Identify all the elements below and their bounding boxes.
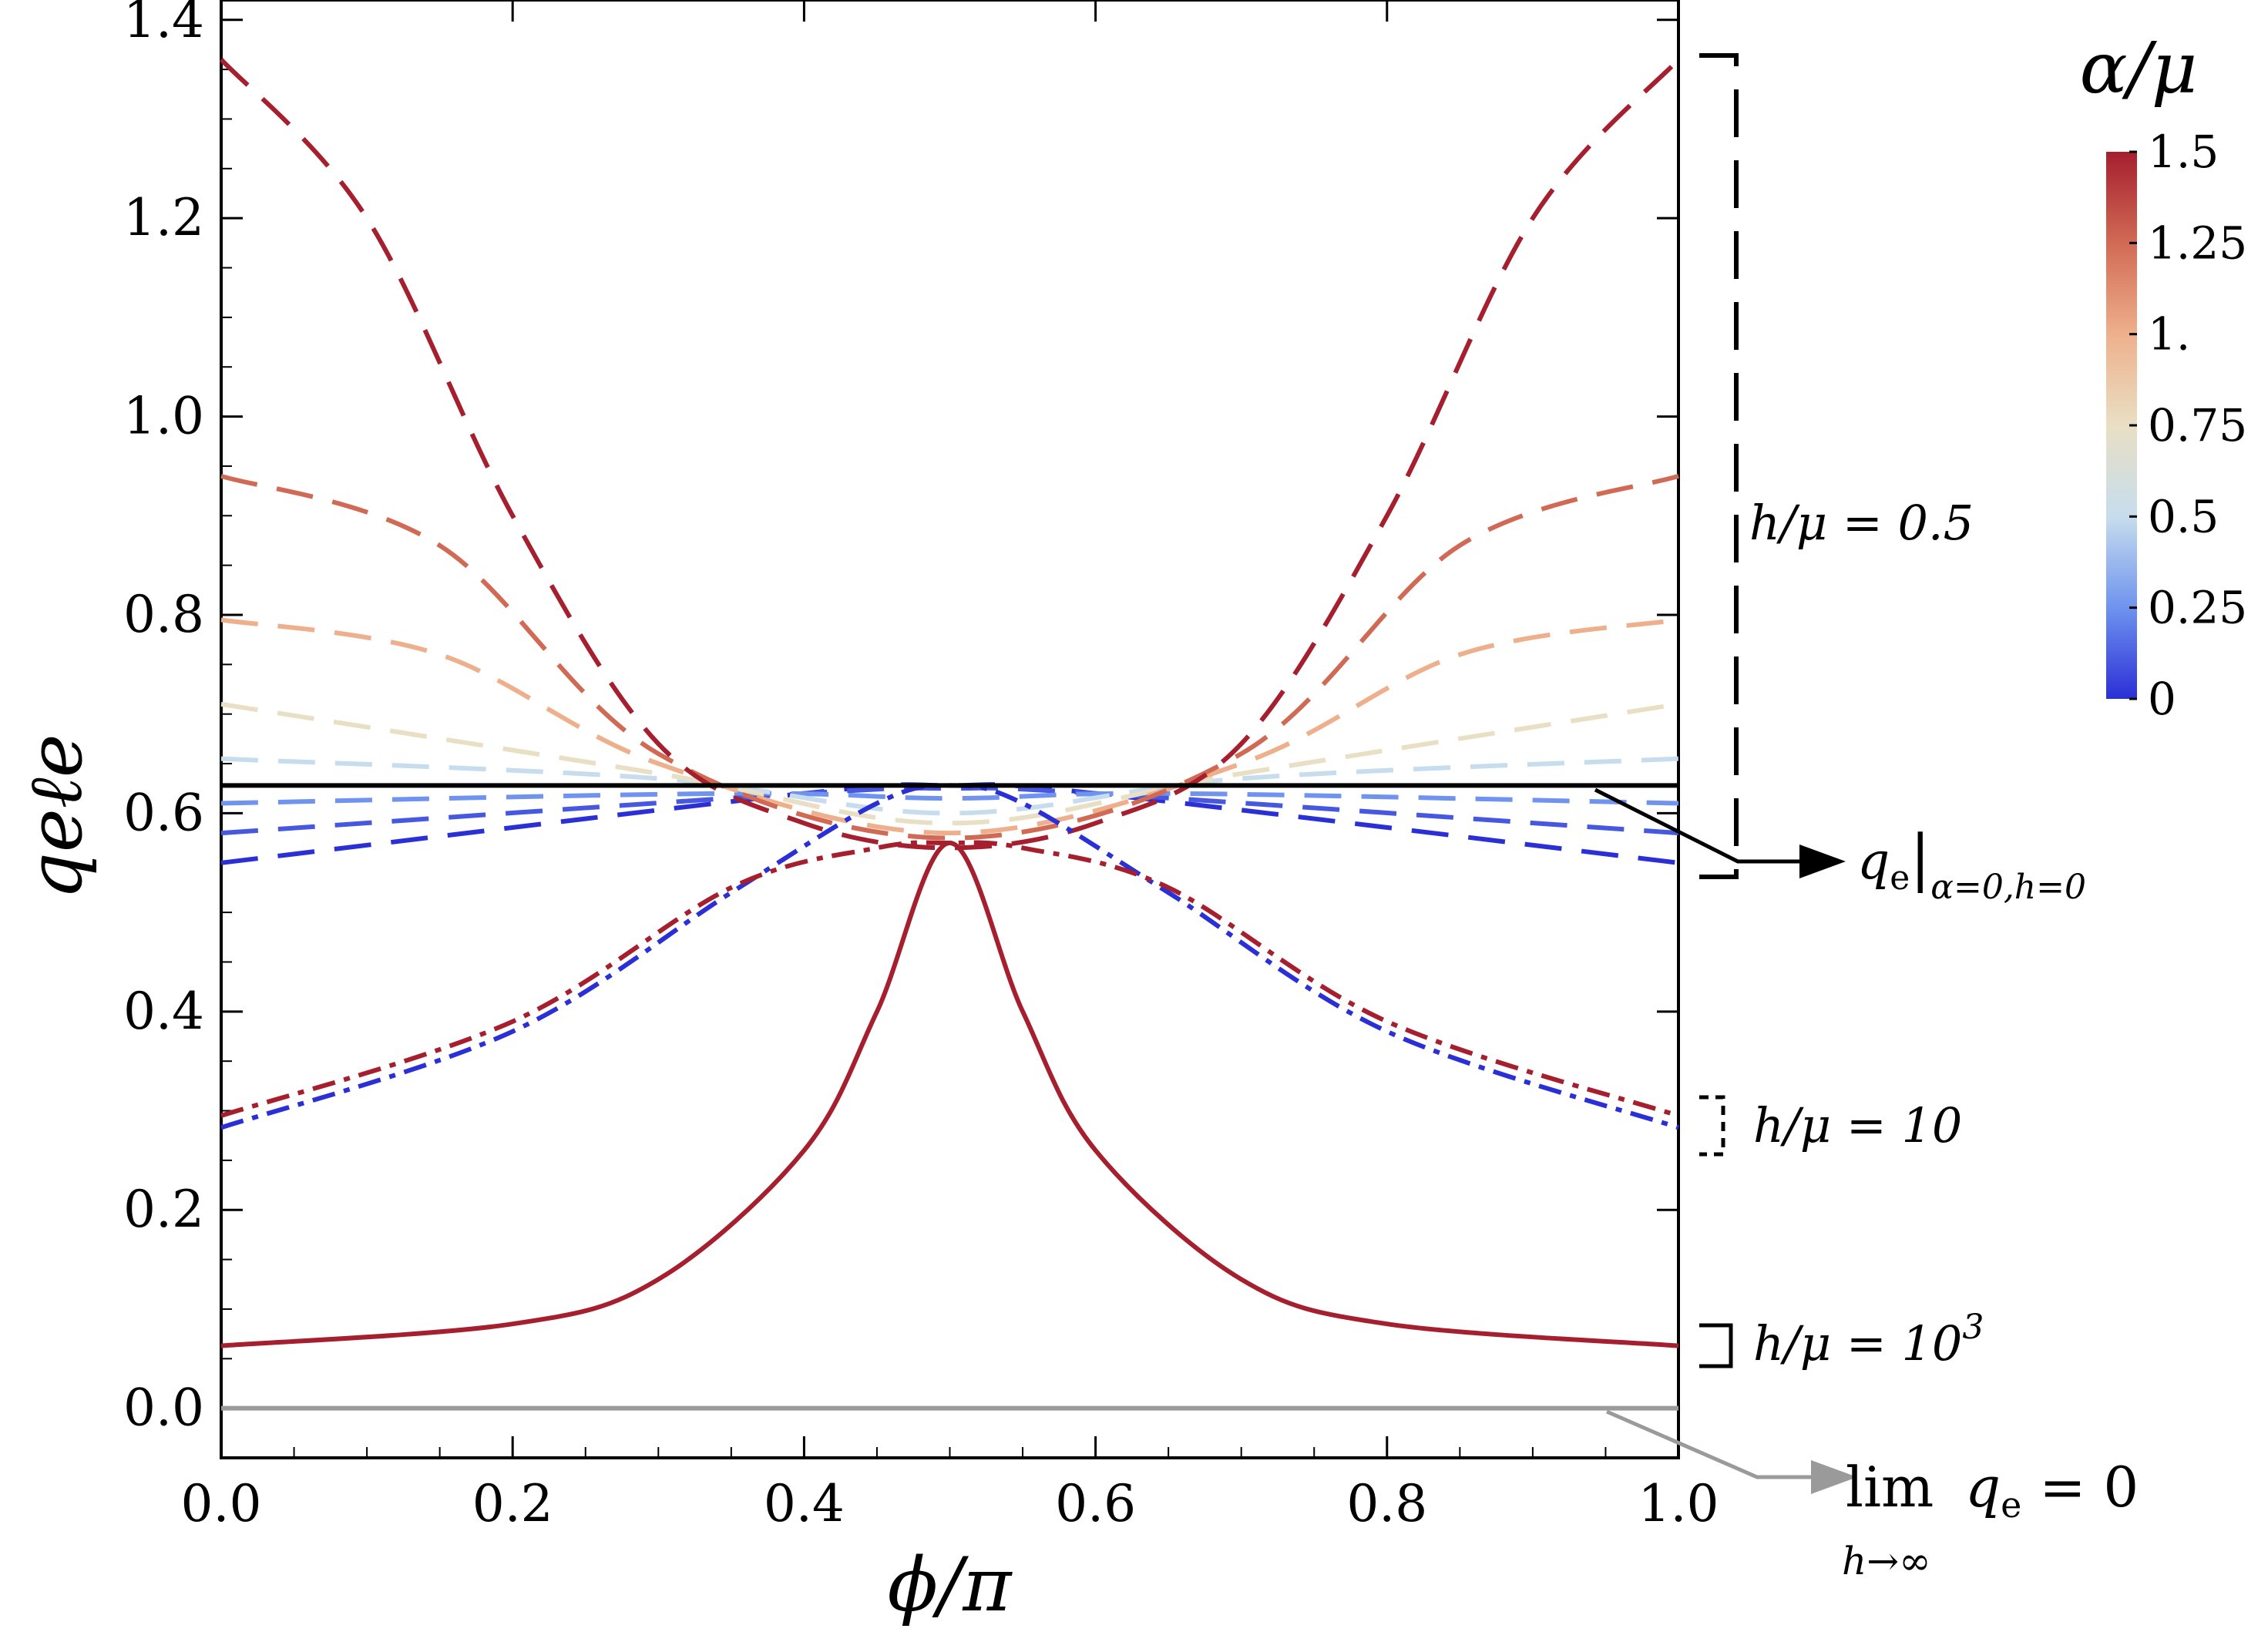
curve-h05-alpha-0p1 [220, 785, 1679, 836]
curve-h05-alpha-1p5 [219, 58, 1681, 851]
y-tick-label: 0.2 [123, 1180, 204, 1239]
y-tick-label: 0.4 [123, 982, 204, 1041]
colorbar-tick-label: 0 [2148, 673, 2176, 725]
plot-frame [220, 0, 1680, 1459]
ref-arrow-black-head [1799, 845, 1846, 878]
bracket-h10 [1699, 1095, 1725, 1157]
tick-labels: 0.0 0.2 0.4 0.6 0.8 1.0 0.0 0.2 0.4 0.6 0.8 1.0 1.2 1… [123, 0, 1719, 1533]
curve-h05-alpha-0p5 [220, 756, 1679, 816]
x-axis-title: ϕ/π [888, 1542, 1013, 1628]
x-tick-label: 1.0 [1638, 1474, 1719, 1533]
x-tick-label: 0.6 [1055, 1474, 1136, 1533]
group-label-h05: h/μ = 0.5 [1749, 495, 1974, 551]
curve-h1000-alpha-1p5 [220, 840, 1679, 1348]
y-tick-label: 1.4 [123, 0, 204, 49]
colorbar-tick-label: 1. [2148, 308, 2190, 361]
bracket-h05 [1699, 53, 1739, 879]
ref-label-limit: lim h→∞qe = 0 [1842, 1455, 2139, 1583]
superscript: 3 [1962, 1308, 1984, 1347]
curve-h05-alpha-0 [220, 782, 1679, 865]
ref-arrow-black [1594, 787, 1799, 864]
colorbar-tick-label: 1.25 [2148, 217, 2247, 269]
reference-lines [221, 783, 1678, 1411]
colorbar-tick-label: 0.75 [2148, 399, 2247, 452]
ref-arrow-gray [1606, 1409, 1811, 1479]
colorbar-tick-label: 0.5 [2148, 490, 2219, 542]
curve-h05-alpha-0p25 [220, 791, 1679, 806]
y-tick-label: 0.0 [123, 1378, 204, 1438]
y-tick-label: 1.2 [123, 188, 204, 247]
curve-h05-alpha-0p75 [220, 701, 1679, 826]
x-tick-label: 0.0 [181, 1474, 262, 1533]
ref-arrow-gray-head [1811, 1460, 1857, 1494]
bracket-h1000 [1699, 1323, 1733, 1368]
x-tick-label: 0.8 [1346, 1474, 1427, 1533]
group-label-h1000: h/μ = 103 [1753, 1308, 1984, 1372]
curve-layer [219, 58, 1681, 1348]
curve-h10-alpha-1p5 [220, 840, 1679, 1118]
colorbar-tick-label: 1.5 [2148, 126, 2219, 178]
colorbar-ticks: 0 0.25 0.5 0.75 1. 1.25 1.5 [2129, 126, 2247, 725]
y-axis-title: qeℓe [12, 734, 99, 899]
colorbar-tick-label: 0.25 [2148, 582, 2247, 634]
x-tick-label: 0.2 [472, 1474, 553, 1533]
group-label-h10: h/μ = 10 [1753, 1097, 1962, 1153]
curve-h05-alpha-1p25 [220, 473, 1679, 841]
x-tick-label: 0.4 [764, 1474, 845, 1533]
colorbar-title: α/μ [2080, 27, 2198, 109]
axis-ticks [220, 0, 1680, 1458]
curve-h10-alpha-0 [220, 783, 1679, 1130]
curve-h05-alpha-1 [220, 617, 1679, 836]
ref-label-qe0: qe|α=0,h=0 [1857, 821, 2086, 907]
y-tick-label: 0.6 [123, 783, 204, 842]
y-tick-label: 0.8 [123, 585, 204, 644]
y-tick-label: 1.0 [123, 387, 204, 446]
